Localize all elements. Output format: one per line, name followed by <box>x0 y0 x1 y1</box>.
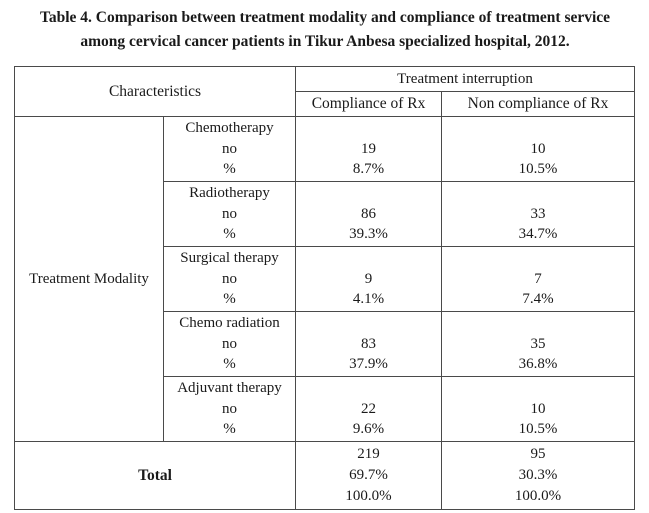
total-non-compliance-row-percent: 30.3% <box>518 467 558 483</box>
category-name: Chemo radiation <box>179 315 280 331</box>
compliance-count: 19 <box>361 141 377 157</box>
caption-line-1: Table 4. Comparison between treatment mo… <box>39 9 611 26</box>
compliance-cell: 9 4.1% <box>295 246 443 312</box>
count-label: no <box>222 140 237 157</box>
non-compliance-cell: 7 7.4% <box>441 246 636 312</box>
count-label: no <box>222 335 237 352</box>
total-non-compliance-count: 95 <box>530 446 546 462</box>
non-compliance-count: 7 <box>534 271 542 287</box>
compliance-percent: 39.3% <box>349 226 388 242</box>
compliance-count: 9 <box>364 271 373 287</box>
total-non-compliance-cell: 95 30.3% 100.0% <box>441 441 636 510</box>
treatment-interruption-header: Treatment interruption <box>295 66 636 92</box>
non-compliance-header: Non compliance of Rx <box>441 91 636 117</box>
compliance-cell: 86 39.3% <box>295 181 443 247</box>
compliance-percent: 37.9% <box>349 356 388 372</box>
non-compliance-percent: 7.4% <box>522 291 554 307</box>
compliance-cell: 19 8.7% <box>295 116 443 182</box>
table-caption: Table 4. Comparison between treatment mo… <box>6 6 644 54</box>
non-compliance-percent: 10.5% <box>518 161 558 177</box>
non-compliance-count: 35 <box>530 336 546 352</box>
caption-line-2: among cervical cancer patients in Tikur … <box>80 33 570 50</box>
characteristics-header: Characteristics <box>13 66 297 117</box>
total-compliance-column-percent: 100.0% <box>345 488 392 504</box>
percent-label: % <box>223 161 236 177</box>
treatment-modality-label: Treatment Modality <box>14 116 164 442</box>
category-cell: Radiotherapy no % <box>162 181 297 247</box>
compliance-cell: 22 9.6% <box>295 376 443 442</box>
percent-label: % <box>223 291 236 307</box>
comparison-table: Characteristics Treatment interruption C… <box>13 66 636 510</box>
total-row: Total 219 69.7% 100.0% 95 30.3% 100.0% <box>13 441 636 510</box>
non-compliance-count: 33 <box>530 206 546 222</box>
compliance-cell: 83 37.9% <box>295 311 443 377</box>
count-label: no <box>222 205 237 222</box>
non-compliance-count: 10 <box>530 141 546 157</box>
category-name: Adjuvant therapy <box>177 380 282 396</box>
compliance-count: 22 <box>361 401 377 417</box>
non-compliance-percent: 34.7% <box>518 226 558 242</box>
table-row: Treatment Modality Chemotherapy no % 19 … <box>14 116 636 442</box>
total-compliance-row-percent: 69.7% <box>349 467 388 483</box>
percent-label: % <box>223 226 236 242</box>
table-row: Chemo radiation no % 83 37.9% 35 36.8% <box>15 311 636 377</box>
non-compliance-cell: 33 34.7% <box>441 181 636 247</box>
non-compliance-percent: 10.5% <box>518 421 558 437</box>
total-label: Total <box>13 441 297 510</box>
category-name: Radiotherapy <box>189 185 270 201</box>
count-label: no <box>222 400 237 417</box>
category-name: Chemotherapy <box>185 120 274 136</box>
category-cell: Surgical therapy no % <box>162 246 297 312</box>
category-name: Surgical therapy <box>180 250 279 266</box>
table-row: Adjuvant therapy no % 22 9.6% 10 10.5% <box>15 376 636 442</box>
table-row: Radiotherapy no % 86 39.3% 33 34.7% <box>15 181 636 247</box>
compliance-percent: 8.7% <box>352 161 385 177</box>
count-label: no <box>222 270 237 287</box>
compliance-header: Compliance of Rx <box>295 91 443 117</box>
percent-label: % <box>223 421 236 437</box>
total-compliance-count: 219 <box>357 446 380 462</box>
non-compliance-cell: 10 10.5% <box>441 116 636 182</box>
total-non-compliance-column-percent: 100.0% <box>514 488 562 504</box>
compliance-count: 83 <box>361 336 377 352</box>
compliance-percent: 9.6% <box>352 421 385 437</box>
percent-label: % <box>223 356 236 372</box>
non-compliance-count: 10 <box>530 401 546 417</box>
category-cell: Chemo radiation no % <box>162 311 297 377</box>
compliance-percent: 4.1% <box>352 291 385 307</box>
category-cell: Chemotherapy no % <box>162 116 297 182</box>
category-cell: Adjuvant therapy no % <box>162 376 297 442</box>
non-compliance-cell: 10 10.5% <box>441 376 636 442</box>
non-compliance-cell: 35 36.8% <box>441 311 636 377</box>
compliance-count: 86 <box>361 206 377 222</box>
non-compliance-percent: 36.8% <box>518 356 558 372</box>
table-row: Surgical therapy no % 9 4.1% 7 7.4% <box>15 246 636 312</box>
total-compliance-cell: 219 69.7% 100.0% <box>295 441 443 510</box>
